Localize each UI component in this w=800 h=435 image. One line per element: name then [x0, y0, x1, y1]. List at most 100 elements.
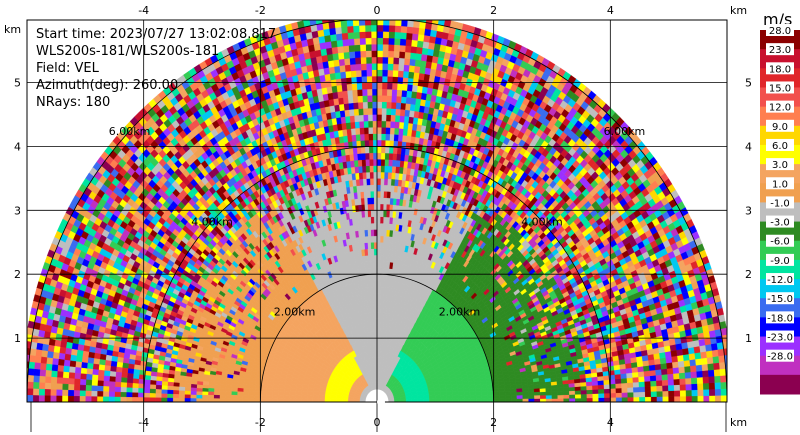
- velocity-bin: [585, 381, 593, 387]
- velocity-bin: [131, 397, 139, 402]
- velocity-bin: [213, 387, 221, 393]
- velocity-bin: [574, 393, 582, 399]
- velocity-bin: [382, 203, 387, 211]
- velocity-bin: [373, 254, 378, 262]
- velocity-bin: [190, 398, 197, 402]
- velocity-bin: [166, 397, 174, 402]
- velocity-bin: [367, 210, 372, 218]
- velocity-bin: [603, 388, 611, 394]
- velocity-bin: [380, 139, 386, 147]
- velocity-bin: [373, 331, 378, 339]
- velocity-bin: [173, 382, 180, 388]
- velocity-bin: [387, 172, 392, 180]
- velocity-bin: [385, 223, 390, 231]
- velocity-bin: [385, 133, 391, 141]
- velocity-bin: [382, 293, 387, 301]
- velocity-bin: [373, 305, 378, 313]
- velocity-bin: [178, 398, 185, 402]
- velocity-bin: [361, 159, 366, 167]
- velocity-bin: [574, 386, 582, 391]
- velocity-bin: [178, 394, 185, 399]
- velocity-bin: [373, 273, 378, 281]
- velocity-bin: [132, 373, 140, 380]
- velocity-bin: [380, 178, 385, 186]
- velocity-bin: [452, 398, 459, 402]
- velocity-bin: [376, 312, 381, 320]
- velocity-bin: [379, 337, 384, 346]
- velocity-bin: [376, 293, 381, 301]
- velocity-bin: [372, 127, 378, 134]
- velocity-bin: [382, 254, 387, 262]
- velocity-bin: [382, 286, 387, 295]
- velocity-bin: [392, 153, 398, 161]
- velocity-bin: [289, 391, 297, 396]
- velocity-bin: [236, 394, 244, 399]
- velocity-bin: [574, 390, 582, 395]
- velocity-bin: [382, 299, 387, 307]
- velocity-bin: [505, 398, 512, 402]
- velocity-bin: [379, 350, 385, 358]
- velocity-bin: [373, 210, 378, 217]
- velocity-bin: [242, 387, 250, 393]
- velocity-bin: [376, 146, 382, 154]
- velocity-bin: [586, 397, 594, 402]
- velocity-bin: [380, 171, 385, 179]
- velocity-bin: [379, 344, 385, 352]
- velocity-bin: [610, 397, 617, 402]
- velocity-bin: [598, 397, 605, 402]
- velocity-bin: [376, 178, 381, 185]
- velocity-bin: [190, 383, 198, 389]
- velocity-bin: [557, 398, 564, 402]
- velocity-bin: [190, 394, 197, 399]
- velocity-bin: [219, 394, 226, 399]
- velocity-bin: [385, 242, 390, 250]
- velocity-bin: [481, 398, 489, 402]
- velocity-bin: [143, 383, 151, 390]
- velocity-bin: [266, 394, 273, 399]
- velocity-bin: [464, 398, 471, 402]
- velocity-bin: [373, 216, 378, 224]
- velocity-bin: [390, 178, 396, 186]
- velocity-bin: [386, 197, 391, 205]
- velocity-bin: [370, 248, 375, 256]
- velocity-bin: [155, 397, 162, 402]
- velocity-bin: [196, 384, 203, 389]
- velocity-bin: [379, 210, 384, 218]
- velocity-bin: [161, 385, 168, 391]
- velocity-bin: [369, 178, 374, 186]
- velocity-bin: [266, 391, 273, 396]
- velocity-bin: [248, 391, 256, 396]
- velocity-bin: [364, 146, 370, 154]
- velocity-bin: [260, 398, 267, 402]
- velocity-bin: [367, 235, 372, 243]
- velocity-bin: [609, 388, 617, 394]
- velocity-bin: [373, 286, 378, 294]
- velocity-bin: [150, 375, 157, 382]
- velocity-bin: [196, 391, 203, 396]
- velocity-bin: [382, 261, 387, 269]
- velocity-bin: [373, 235, 378, 243]
- velocity-bin: [362, 172, 367, 180]
- velocity-bin: [545, 398, 553, 402]
- velocity-bin: [382, 235, 387, 243]
- velocity-bin: [370, 229, 375, 237]
- velocity-bin: [620, 373, 628, 379]
- velocity-bin: [382, 229, 387, 237]
- velocity-bin: [376, 280, 381, 288]
- velocity-bin: [368, 133, 374, 141]
- velocity-bin: [562, 387, 570, 392]
- velocity-bin: [231, 394, 238, 399]
- velocity-bin: [379, 222, 384, 230]
- velocity-bin: [373, 261, 378, 269]
- velocity-bin: [563, 394, 570, 399]
- velocity-bin: [137, 397, 144, 402]
- velocity-bin: [382, 210, 387, 218]
- velocity-bin: [230, 398, 238, 402]
- velocity-bin: [369, 159, 374, 166]
- velocity-bin: [373, 197, 378, 205]
- velocity-bin: [363, 127, 369, 135]
- velocity-bin: [401, 134, 408, 143]
- velocity-bin: [376, 190, 381, 198]
- velocity-bin: [137, 388, 145, 394]
